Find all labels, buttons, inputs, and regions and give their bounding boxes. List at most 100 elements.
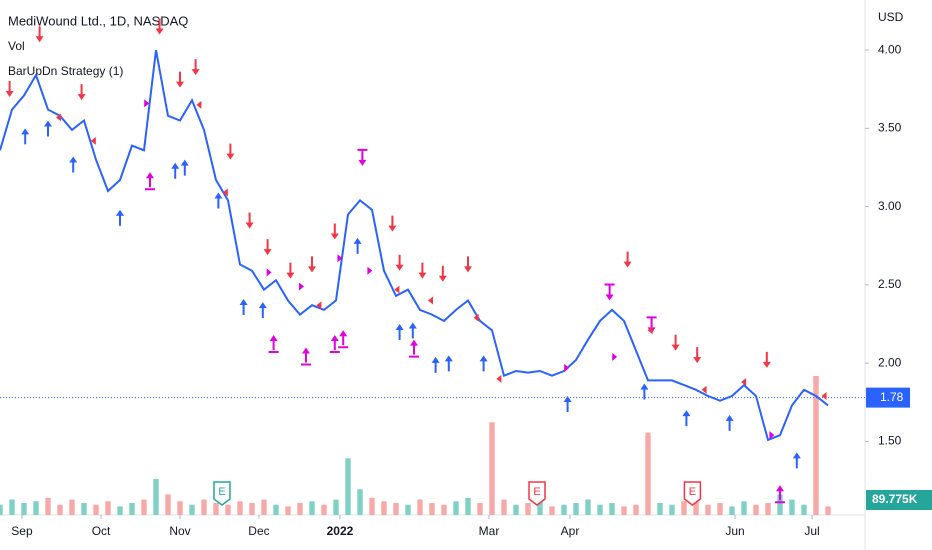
volume-bar [249,502,255,515]
y-tick-label: 2.50 [878,277,902,291]
volume-bar [81,502,87,515]
volume-bar [273,504,279,515]
signal-short [176,71,184,88]
signal-short [388,215,397,232]
signal-short [226,143,235,160]
x-tick-label: Jul [804,524,819,538]
signal-long [431,356,440,373]
signal-long [792,452,801,469]
event-label: E [218,486,225,498]
x-tick-label: Dec [248,524,269,538]
signal-close-long [268,334,279,353]
event-badge [213,481,231,506]
volume-bar [141,499,147,515]
signal-short [418,262,427,279]
signal-long [563,396,572,413]
signal-short [671,334,680,351]
y-tick-label: 3.50 [878,121,902,135]
volume-bar [357,489,363,515]
event-badge [683,481,702,506]
volume-bar [777,494,783,515]
event-label: E [689,486,696,498]
signal-long [640,383,649,400]
volume-bar [69,499,75,515]
volume-bar [801,504,807,515]
volume-bar [369,497,375,515]
volume-bar [657,502,663,515]
volume-bar [441,504,447,515]
indicator-label: Vol [8,39,25,53]
signal-close-long [301,347,311,366]
signal-exit [428,296,433,305]
y-tick-label: 2.00 [878,355,902,369]
volume-bar [153,478,159,515]
last-price-box [866,387,910,408]
y-axis-label: USD [878,10,904,24]
signal-exit [701,385,707,394]
signal-exit-alt [266,268,272,277]
volume-bar [177,501,183,515]
signal-short [438,265,447,282]
volume-bar [633,504,639,515]
signal-short [308,256,316,273]
x-tick-label: 2022 [327,524,354,538]
indicator-label: BarUpDn Strategy (1) [8,64,123,78]
volume-bar [453,501,459,515]
signal-exit-alt [367,266,373,275]
signal-close-short [357,148,368,166]
signal-close-long [329,334,340,353]
chart-title: MediWound Ltd., 1D, NASDAQ [8,13,188,28]
volume-bar [477,502,483,515]
volume-bar [21,502,27,515]
volume-bar [9,499,15,515]
volume-bar [561,504,567,515]
volume-bar [513,504,519,515]
signal-close-long [338,330,349,349]
event-label: E [533,486,540,498]
signal-long [116,209,124,226]
volume-bar [621,506,627,515]
signal-exit-alt [144,99,150,108]
volume-bar [729,506,735,515]
last-volume-label: 89.775K [872,492,918,506]
volume-bar [825,506,831,515]
signal-exit-alt [564,363,570,372]
volume-bar [501,499,507,515]
signal-close-long [409,339,419,358]
volume-bar [285,506,291,515]
volume-bar [57,504,63,515]
volume-bar [489,422,495,515]
signal-short [191,59,200,76]
x-tick-label: Sep [11,524,33,538]
price-line [0,49,829,442]
signal-long [258,302,267,319]
y-tick-label: 3.00 [878,199,902,213]
volume-bar [585,499,591,515]
last-volume-box [866,490,932,510]
signal-long [69,156,78,173]
volume-bar [645,432,651,515]
volume-bar [309,501,315,515]
signal-short [286,262,295,279]
signal-long [214,192,223,209]
signal-long [44,120,52,137]
volume-bar [525,502,531,515]
volume-bar [417,499,423,515]
volume-bar [93,504,99,515]
signal-exit [196,100,202,109]
signal-close-long [775,485,785,504]
signal-short [5,81,14,98]
signal-exit [222,188,228,197]
signal-exit-alt [769,431,775,440]
signal-short [464,256,472,273]
signal-close-short [604,283,615,301]
signal-short [155,18,164,35]
signal-short [762,351,771,368]
volume-bar [45,497,51,515]
volume-bar [597,504,603,515]
signal-long [395,324,404,341]
volume-bar [345,458,351,515]
volume-bar [321,504,327,515]
volume-bar [609,502,615,515]
